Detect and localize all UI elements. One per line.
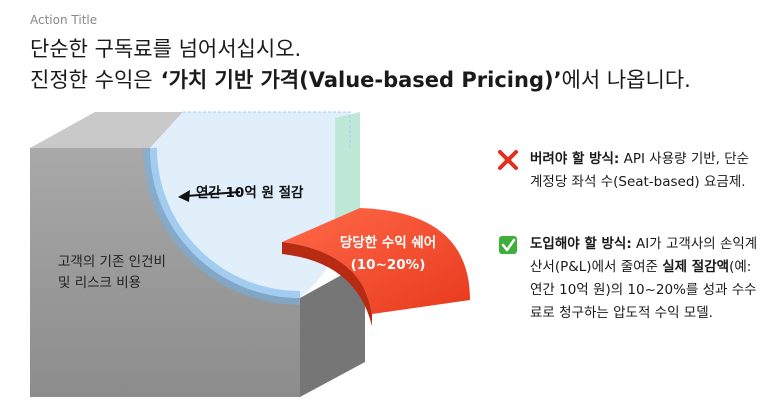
point: 버려야 할 방식: API 사용량 기반, 단순 계정당 좌석 수(Seat-b… bbox=[530, 148, 762, 194]
title-line: 진정한 수익은 ‘가치 기반 가격(Value-based Pricing)’에서… bbox=[30, 64, 691, 94]
title-text: 에서 나옵니다. bbox=[561, 68, 691, 92]
point-text: API 사용량 기반, 단순 계정당 좌석 수(Seat-based) 요금제. bbox=[530, 151, 750, 190]
point: 도입해야 할 방식: AI가 고객사의 손익계산서(P&L)에서 줄여준 실제 … bbox=[530, 233, 762, 325]
title-emphasis: ‘가치 기반 가격(Value-based Pricing)’ bbox=[160, 68, 562, 92]
title-text: 진정한 수익은 bbox=[30, 68, 153, 92]
base-label: 고객의 기존 인건비 bbox=[58, 254, 166, 270]
share-label: 당당한 수익 쉐어 bbox=[340, 234, 436, 251]
revenue-share-edge bbox=[282, 242, 372, 326]
check-icon bbox=[499, 236, 517, 254]
revenue-share bbox=[282, 208, 470, 314]
block-side bbox=[300, 262, 365, 397]
point-text: (예: 연간 10억 원)의 10~20%를 성과 수수료로 청구하는 압도적 … bbox=[530, 259, 757, 321]
point-heading: 도입해야 할 방식: bbox=[530, 236, 632, 252]
arrow-head bbox=[178, 190, 190, 202]
point-text: AI가 고객사의 손익계산서(P&L)에서 줄여준 bbox=[530, 236, 758, 275]
arrow bbox=[185, 191, 241, 197]
point-heading: 버려야 할 방식: bbox=[530, 151, 620, 167]
block-front bbox=[30, 148, 300, 397]
point-emphasis: 실제 절감액 bbox=[662, 259, 730, 275]
base-label: 및 리스크 비용 bbox=[58, 275, 141, 291]
block-top bbox=[30, 112, 183, 148]
title-line: 단순한 구독료를 넘어서십시오. bbox=[30, 37, 302, 61]
savings-edge bbox=[143, 147, 301, 305]
cross-icon bbox=[498, 150, 518, 170]
share-label: (10~20%) bbox=[351, 257, 426, 273]
action-label: Action Title bbox=[30, 13, 98, 27]
savings-label: 연간 10억 원 절감 bbox=[196, 184, 304, 201]
savings-outline bbox=[183, 111, 351, 150]
